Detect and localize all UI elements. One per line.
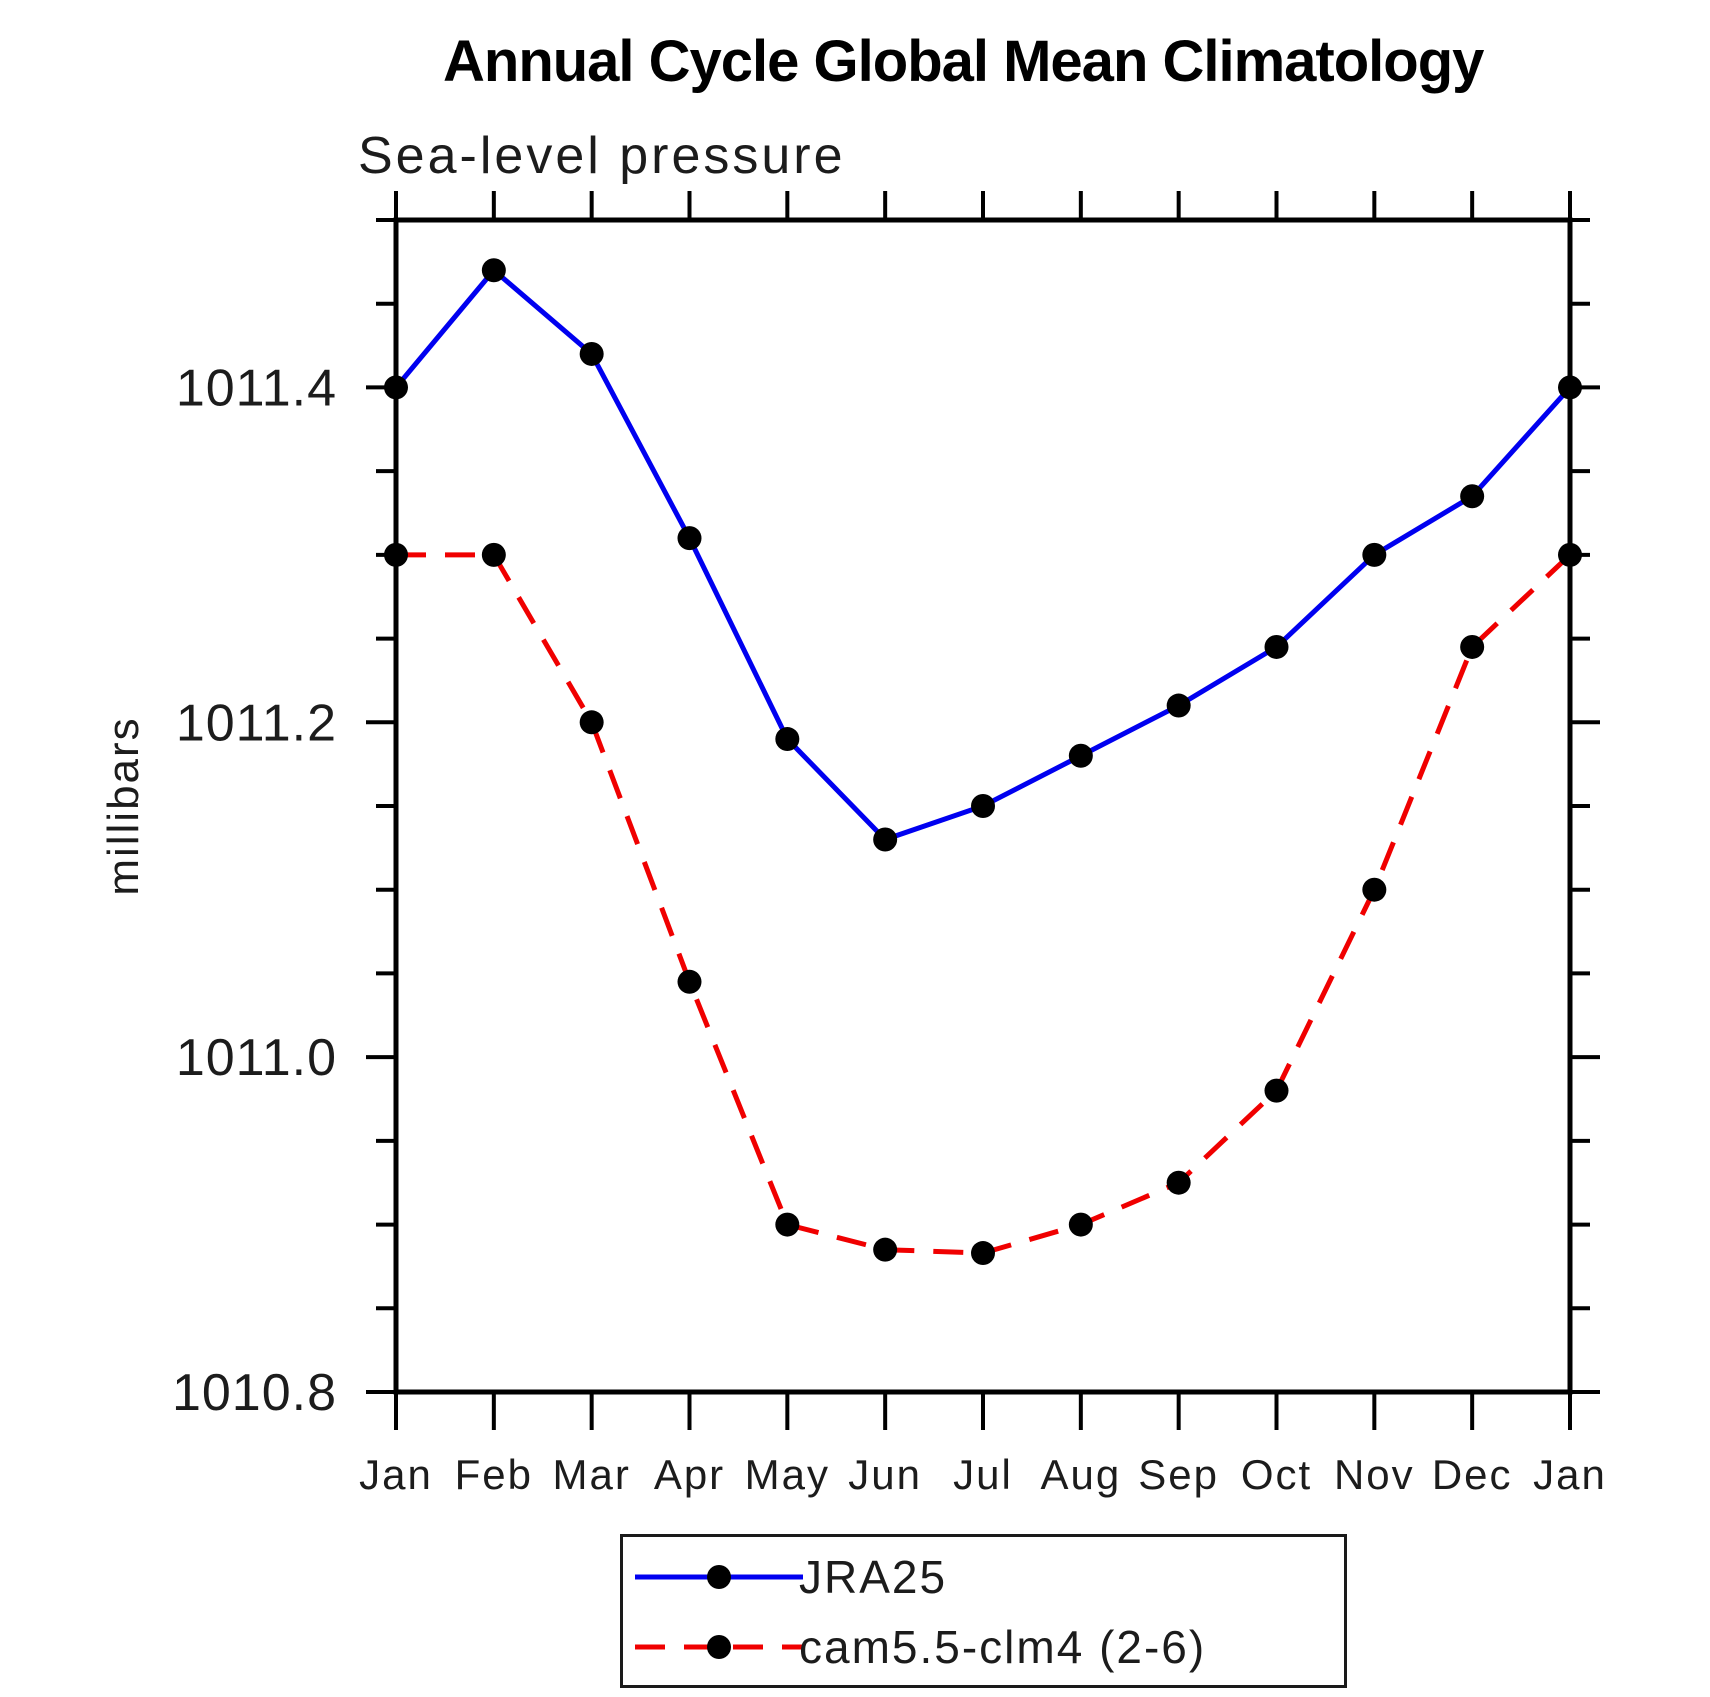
x-tick-label: Mar bbox=[552, 1451, 630, 1498]
data-point-marker bbox=[1068, 1212, 1093, 1237]
y-tick-label: 1010.8 bbox=[172, 1364, 337, 1422]
legend-label: cam5.5-clm4 (2-6) bbox=[799, 1621, 1207, 1673]
legend-line-sample-solid bbox=[635, 1565, 803, 1589]
legend-row-cam55-clm4: cam5.5-clm4 (2-6) bbox=[623, 1624, 1344, 1670]
x-tick-label: Sep bbox=[1138, 1451, 1219, 1498]
data-point-marker bbox=[481, 542, 506, 567]
data-point-marker bbox=[1558, 375, 1582, 400]
x-tick-label: Aug bbox=[1040, 1451, 1121, 1498]
series-line-cam5-5-clm4-2-6- bbox=[396, 552, 1572, 1256]
legend-label: JRA25 bbox=[799, 1551, 948, 1603]
x-tick-label: Jan bbox=[1533, 1451, 1607, 1498]
filled-circle-marker-icon bbox=[707, 1635, 731, 1659]
data-point-marker bbox=[1362, 542, 1387, 567]
data-point-marker bbox=[1068, 743, 1093, 768]
data-point-marker bbox=[775, 1212, 800, 1237]
x-tick-label: Nov bbox=[1334, 1451, 1415, 1498]
data-point-marker bbox=[775, 727, 800, 752]
y-tick-label: 1011.4 bbox=[176, 359, 337, 417]
data-point-marker bbox=[971, 1241, 995, 1266]
data-point-marker bbox=[677, 969, 702, 994]
legend-row-jra25: JRA25 bbox=[623, 1554, 1344, 1600]
y-tick-label: 1011.2 bbox=[176, 694, 337, 752]
x-tick-label: Feb bbox=[455, 1451, 533, 1498]
data-point-marker bbox=[873, 827, 898, 852]
data-point-marker bbox=[1166, 1170, 1191, 1195]
x-tick-label: Oct bbox=[1241, 1451, 1312, 1498]
data-point-marker bbox=[1362, 877, 1387, 902]
data-point-marker bbox=[971, 794, 995, 818]
x-tick-label: Dec bbox=[1432, 1451, 1513, 1498]
data-point-marker bbox=[1264, 634, 1289, 659]
data-point-marker bbox=[579, 710, 604, 735]
chart-title: Annual Cycle Global Mean Climatology bbox=[443, 29, 1484, 94]
y-axis-title: millibars bbox=[99, 716, 148, 896]
data-point-marker bbox=[384, 375, 408, 400]
y-tick-label: 1011.0 bbox=[176, 1029, 337, 1087]
series-line-jra25 bbox=[394, 266, 1572, 843]
data-point-marker bbox=[384, 542, 408, 567]
x-tick-label: Apr bbox=[654, 1451, 725, 1498]
data-point-marker bbox=[873, 1237, 898, 1262]
data-point-marker bbox=[579, 341, 604, 366]
data-point-marker bbox=[677, 526, 702, 551]
x-tick-label: Jul bbox=[953, 1451, 1013, 1498]
data-point-marker bbox=[1558, 542, 1582, 567]
x-tick-label: May bbox=[745, 1451, 830, 1498]
data-point-marker bbox=[1264, 1078, 1289, 1103]
data-point-marker bbox=[481, 258, 506, 283]
legend-line-sample-dashed bbox=[635, 1635, 803, 1659]
x-tick-label: Jan bbox=[359, 1451, 433, 1498]
x-tick-label: Jun bbox=[848, 1451, 922, 1498]
data-point-marker bbox=[1460, 634, 1485, 659]
data-point-marker bbox=[1166, 693, 1191, 718]
legend: JRA25 cam5.5-clm4 (2-6) bbox=[620, 1534, 1347, 1688]
filled-circle-marker-icon bbox=[707, 1565, 731, 1589]
data-point-marker bbox=[1460, 484, 1485, 509]
chart-subtitle: Sea-level pressure bbox=[358, 127, 846, 185]
